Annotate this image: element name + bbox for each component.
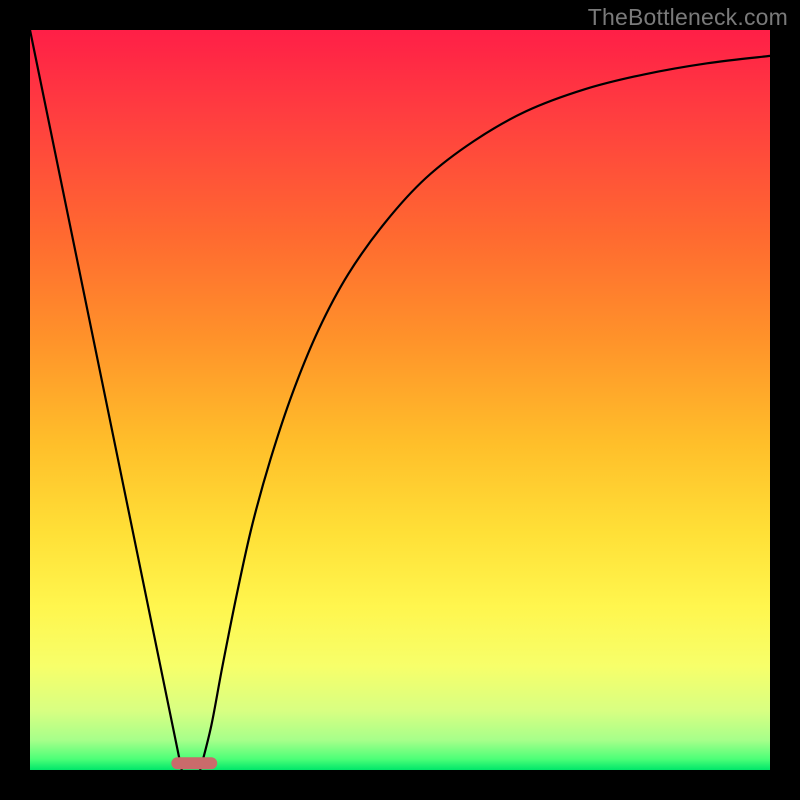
gradient-background <box>30 30 770 770</box>
chart-container: { "watermark": { "text": "TheBottleneck.… <box>0 0 800 800</box>
optimal-marker <box>171 757 217 769</box>
bottleneck-chart <box>0 0 800 800</box>
watermark-text: TheBottleneck.com <box>588 4 788 31</box>
